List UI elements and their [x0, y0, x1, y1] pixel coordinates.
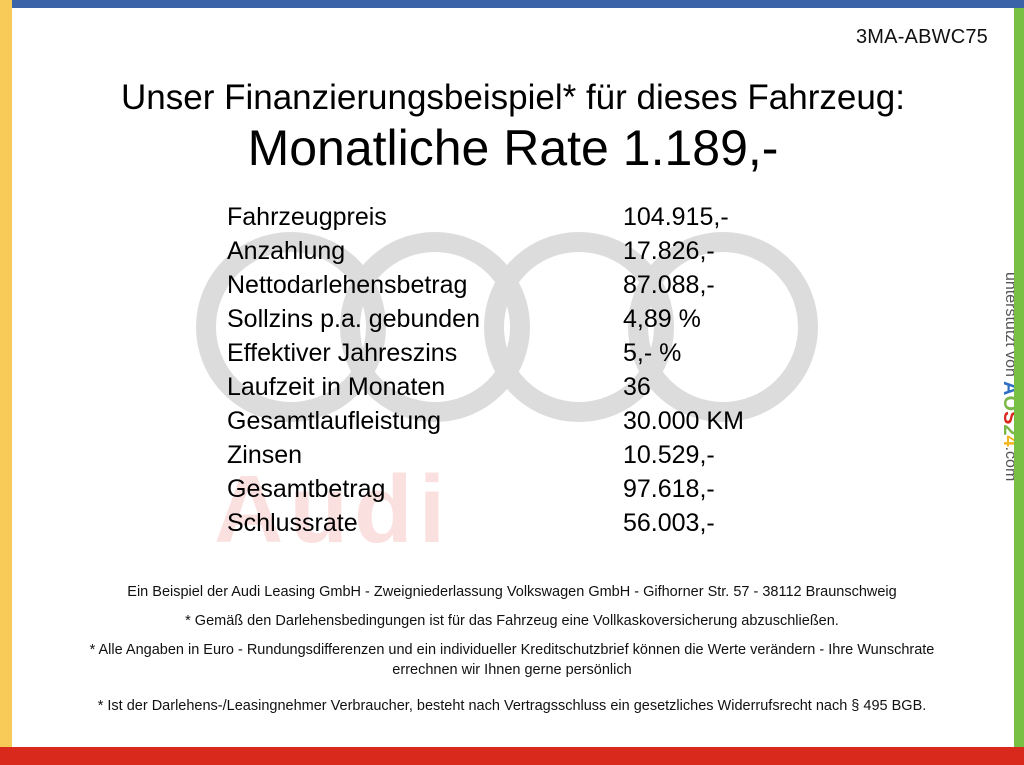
- logo-letter-4: 4: [999, 435, 1021, 447]
- page-title: Unser Finanzierungsbeispiel* für dieses …: [120, 78, 905, 117]
- footer-line-withdrawal: * Ist der Darlehens-/Leasingnehmer Verbr…: [97, 698, 927, 714]
- monthly-rate-headline: Monatliche Rate 1.189,-: [247, 120, 779, 177]
- table-row: Effektiver Jahreszins 5,- %: [227, 336, 883, 370]
- row-label-gesamtlaufleistung: Gesamtlaufleistung: [227, 407, 442, 435]
- table-row: Nettodarlehensbetrag 87.088,-: [227, 268, 883, 302]
- logo-letter-2: 2: [999, 424, 1021, 436]
- table-row: Zinsen 10.529,-: [227, 438, 883, 472]
- heading-block: Unser Finanzierungsbeispiel* für dieses …: [12, 78, 1014, 176]
- table-row: Schlussrate 56.003,-: [227, 506, 883, 540]
- table-row: Fahrzeugpreis 104.915,-: [227, 200, 883, 234]
- table-row: Anzahlung 17.826,-: [227, 234, 883, 268]
- frame-band-top: [0, 0, 1024, 8]
- row-value-laufzeit: 36: [623, 373, 651, 401]
- row-label-sollzins: Sollzins p.a. gebunden: [227, 305, 480, 333]
- row-value-gesamtbetrag: 97.618,-: [623, 475, 715, 503]
- vehicle-code: 3MA-ABWC75: [855, 26, 988, 48]
- row-label-effektiver-jahreszins: Effektiver Jahreszins: [227, 339, 458, 367]
- frame-band-bottom: [0, 747, 1024, 765]
- table-row: Gesamtbetrag 97.618,-: [227, 472, 883, 506]
- row-label-laufzeit: Laufzeit in Monaten: [227, 373, 446, 401]
- table-row: Gesamtlaufleistung 30.000 KM: [227, 404, 883, 438]
- row-label-nettodarlehensbetrag: Nettodarlehensbetrag: [227, 271, 468, 299]
- footer-notes: Ein Beispiel der Audi Leasing GmbH - Zwe…: [60, 582, 964, 716]
- row-value-effektiver-jahreszins: 5,- %: [623, 339, 682, 367]
- footer-line-currency: * Alle Angaben in Euro - Rundungsdiffere…: [89, 642, 935, 678]
- row-value-sollzins: 4,89 %: [623, 305, 701, 333]
- row-value-fahrzeugpreis: 104.915,-: [623, 203, 729, 231]
- table-row: Sollzins p.a. gebunden 4,89 %: [227, 302, 883, 336]
- row-label-anzahlung: Anzahlung: [227, 237, 346, 265]
- row-label-gesamtbetrag: Gesamtbetrag: [227, 475, 386, 503]
- row-value-gesamtlaufleistung: 30.000 KM: [623, 407, 744, 435]
- frame-band-right: [1014, 8, 1024, 765]
- frame-band-left: [0, 0, 12, 759]
- footer-line-company: Ein Beispiel der Audi Leasing GmbH - Zwe…: [127, 584, 897, 600]
- footer-line-insurance: * Gemäß den Darlehensbedingungen ist für…: [185, 613, 839, 629]
- finance-table: Fahrzeugpreis 104.915,- Anzahlung 17.826…: [227, 200, 883, 540]
- row-value-schlussrate: 56.003,-: [623, 509, 715, 537]
- row-value-anzahlung: 17.826,-: [623, 237, 715, 265]
- row-label-zinsen: Zinsen: [227, 441, 303, 469]
- row-value-nettodarlehensbetrag: 87.088,-: [623, 271, 715, 299]
- table-row: Laufzeit in Monaten 36: [227, 370, 883, 404]
- row-value-zinsen: 10.529,-: [623, 441, 715, 469]
- row-label-schlussrate: Schlussrate: [227, 509, 358, 537]
- row-label-fahrzeugpreis: Fahrzeugpreis: [227, 203, 387, 231]
